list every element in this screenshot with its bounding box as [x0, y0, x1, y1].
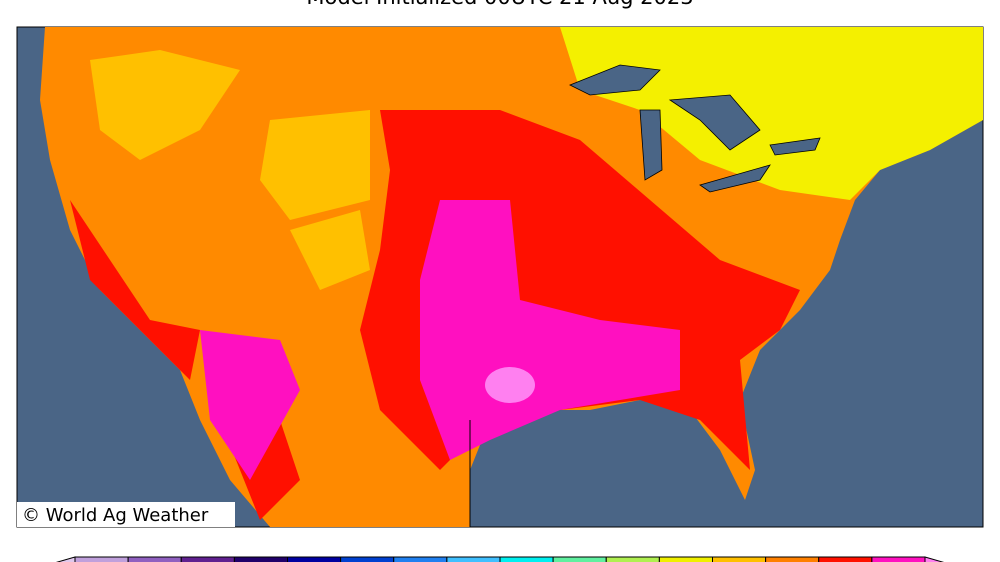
colorbar-cell — [74, 556, 129, 562]
colorbar-cell — [127, 556, 182, 562]
colorbar-cell — [499, 556, 554, 562]
colorbar — [55, 556, 945, 562]
colorbar-cell — [765, 556, 820, 562]
colorbar-cell — [712, 556, 767, 562]
very-hot-region — [200, 200, 680, 480]
colorbar-cell — [818, 556, 873, 562]
colorbar-end — [924, 556, 945, 562]
warm-region — [90, 50, 370, 290]
great-lakes — [569, 64, 821, 193]
colorbar-cell — [180, 556, 235, 562]
cool-region — [560, 27, 983, 200]
colorbar-cell — [871, 556, 926, 562]
colorbar-cell — [233, 556, 288, 562]
colorbar-cell — [552, 556, 607, 562]
watermark-box — [17, 502, 235, 527]
colorbar-cell — [658, 556, 713, 562]
watermark: © World Ag Weather — [22, 505, 209, 526]
colorbar-end — [55, 556, 76, 562]
colorbar-cell — [393, 556, 448, 562]
colorbar-cell — [605, 556, 660, 562]
map-title: Model Initialized 00UTC 21 Aug 2023 — [306, 0, 693, 9]
colorbar-cell — [446, 556, 501, 562]
colorbar-cell — [287, 556, 342, 562]
colorbar-cell — [340, 556, 395, 562]
extreme-region — [485, 367, 535, 403]
